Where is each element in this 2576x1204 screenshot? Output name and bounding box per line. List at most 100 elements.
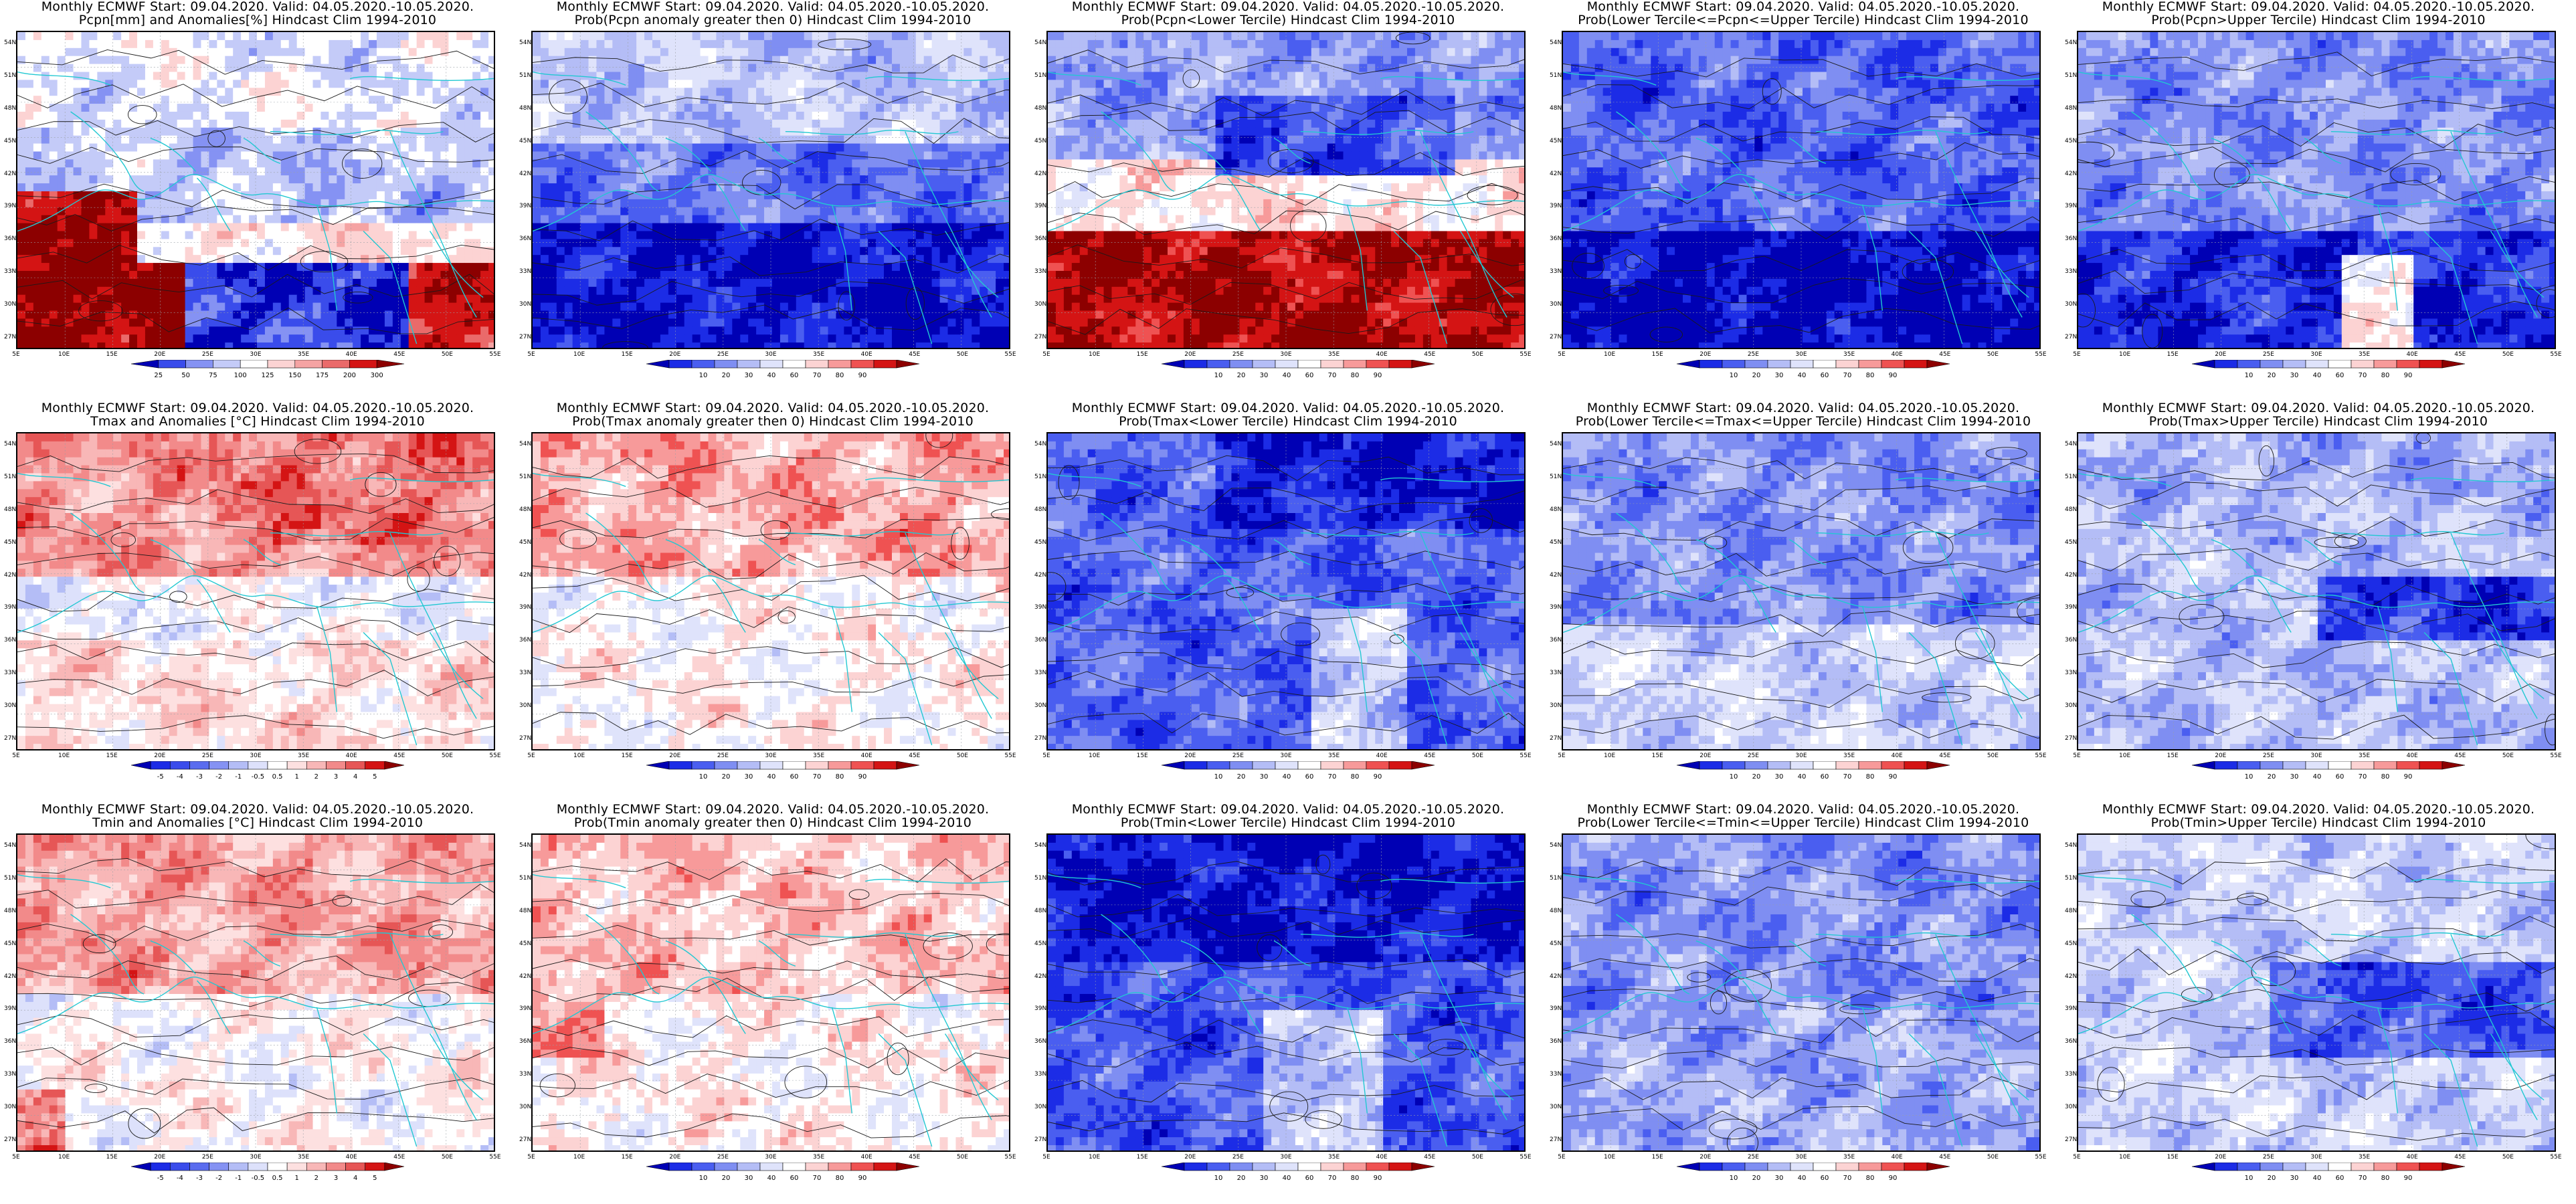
colorbar-swatch [267,761,288,770]
colorbar-label: 80 [836,773,844,781]
lat-tick-label: 33N [2065,670,2078,676]
colorbar: 10 20 30 40 60 70 80 90 [642,360,923,387]
colorbar-label: 30 [745,1175,753,1182]
coastlines [17,71,494,344]
colorbar-swatch [1722,761,1746,770]
lon-tick-label: 15E [2163,351,2183,358]
lat-tick-label: 48N [1034,105,1048,112]
coastlines [2078,874,2555,1147]
lon-tick-label: 55E [1515,752,1536,759]
lat-tick-label: 48N [4,105,17,112]
colorbar-label: 60 [790,773,799,781]
map-field [1563,32,2039,348]
lon-tick-label: 15E [102,1154,122,1161]
colorbar-swatch [2373,1163,2397,1171]
colorbar-label: 70 [1328,372,1337,379]
graticule [1048,32,1524,348]
lat-tick-label: 51N [1550,875,1563,882]
colorbar-swatch [1881,761,1905,770]
colorbar-label: -1 [235,773,242,781]
lat-tick-label: 51N [4,474,17,480]
colorbar-swatch [1366,1163,1390,1171]
lat-tick-label: 33N [2065,1071,2078,1078]
contour-lines [533,858,1009,1138]
colorbar-swatch [1275,1163,1299,1171]
lon-tick-label: 30E [1276,752,1296,759]
lon-tick-label: 40E [1887,351,1907,358]
contour-lines [1563,58,2039,342]
colorbar-label: 90 [2404,372,2413,379]
lon-tick-label: 15E [617,752,637,759]
colorbar-swatch [150,761,171,770]
panel-title-line2: Prob(Lower Tercile<=Tmin<=Upper Tercile)… [1546,816,2061,830]
lat-tick-label: 27N [1034,735,1048,742]
colorbar-label: 30 [1260,773,1269,781]
colorbar: 10 20 30 40 60 70 80 90 [1158,360,1439,387]
lon-tick-label: 30E [246,752,266,759]
lon-tick-label: 40E [856,1154,877,1161]
lon-tick-label: 5E [2067,351,2087,358]
colorbar-label: 90 [858,372,867,379]
coastlines [1563,472,2039,746]
colorbar-swatch [1184,360,1208,369]
colorbar-swatch [896,1163,920,1171]
lon-tick-label: 40E [1372,351,1392,358]
shaded-field [533,32,1009,348]
colorbar-label: -0.5 [252,1175,265,1182]
lat-tick-label: 48N [1034,908,1048,914]
lon-tick-label: 50E [2498,752,2518,759]
colorbar-label: 30 [1775,773,1784,781]
colorbar-swatch [322,360,350,369]
lat-tick-label: 36N [519,235,533,242]
lon-tick-label: 25E [713,752,733,759]
colorbar-label: 75 [209,372,217,379]
colorbar-swatch [2351,1163,2375,1171]
colorbar-swatch [2419,1163,2443,1171]
lon-tick-label: 25E [713,1154,733,1161]
lat-tick-label: 30N [4,301,17,308]
lat-tick-label: 33N [1550,670,1563,676]
colorbar-swatch [668,360,693,369]
lat-tick-label: 42N [519,973,533,980]
colorbar-label: 10 [699,773,708,781]
colorbar-swatch [1926,360,1950,369]
contour-lines [17,438,494,739]
lon-tick-label: 55E [2031,351,2051,358]
lon-tick-label: 30E [761,1154,781,1161]
lon-tick-label: 25E [197,1154,217,1161]
lon-tick-label: 30E [1791,752,1811,759]
colorbar-swatch [1252,761,1276,770]
lat-tick-label: 39N [1034,1005,1048,1012]
graticule [1563,433,2039,749]
colorbar-label: 90 [1374,773,1382,781]
colorbar-label: -1 [235,1175,242,1182]
colorbar-swatch [896,761,920,770]
lat-tick-label: 48N [1034,506,1048,513]
panel-title-line1: Monthly ECMWF Start: 09.04.2020. Valid: … [515,0,1030,14]
map-panel: Monthly ECMWF Start: 09.04.2020. Valid: … [515,401,1030,803]
lat-tick-label: 42N [2065,171,2078,177]
lon-tick-label: 55E [1515,351,1536,358]
colorbar-label: 60 [1821,1175,1829,1182]
lat-tick-label: 30N [2065,1104,2078,1110]
lon-tick-label: 30E [1276,1154,1296,1161]
lat-tick-label: 33N [4,670,17,676]
colorbar-swatch [1813,761,1837,770]
colorbar-label: 175 [316,372,329,379]
colorbar-swatch [1343,360,1367,369]
graticule [17,433,494,749]
lon-tick-label: 55E [2546,351,2566,358]
contour-lines [2078,52,2555,348]
colorbar-swatch [2214,1163,2238,1171]
coastlines [533,472,1009,746]
lat-tick-label: 39N [1550,604,1563,611]
panel-title-line1: Monthly ECMWF Start: 09.04.2020. Valid: … [2061,0,2576,14]
colorbar-swatch [850,360,875,369]
colorbar-swatch [248,761,268,770]
coastlines [17,874,494,1147]
colorbar-swatch [2419,360,2443,369]
lat-tick-label: 54N [1034,441,1048,447]
lon-tick-label: 40E [341,752,361,759]
colorbar-swatch [1252,1163,1276,1171]
lon-tick-label: 45E [1935,752,1955,759]
